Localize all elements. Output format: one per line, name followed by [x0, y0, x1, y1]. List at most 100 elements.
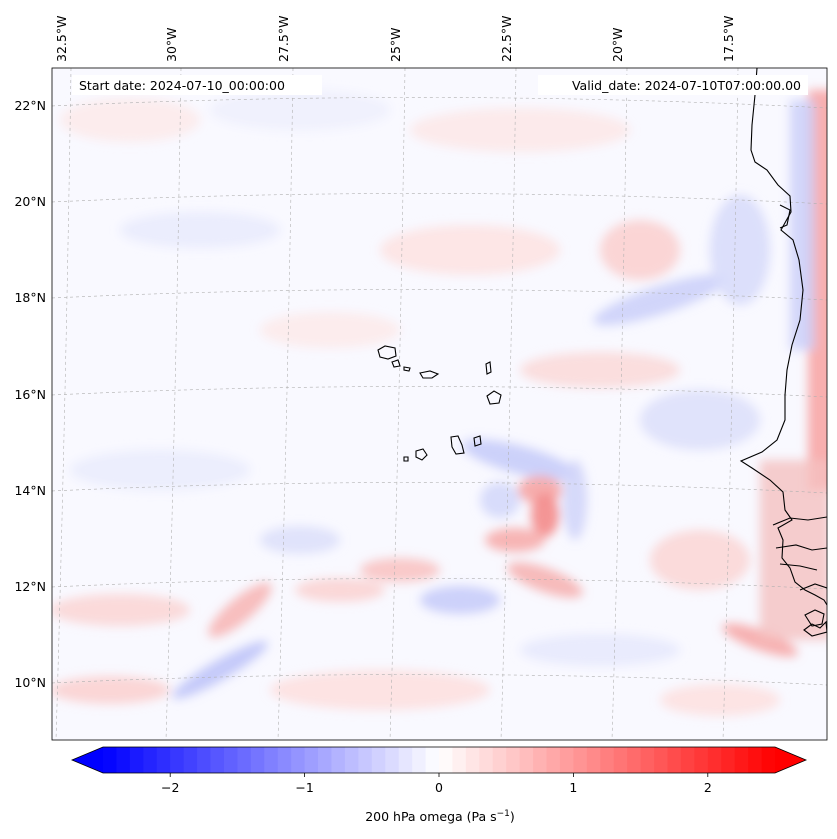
- field-patch: [420, 586, 500, 614]
- colorbar-segment: [452, 747, 467, 773]
- colorbar-tick-label: 0: [435, 780, 443, 795]
- meridian-line: [722, 68, 739, 740]
- colorbar-segment: [559, 747, 574, 773]
- field-patch: [600, 220, 680, 280]
- colorbar-segment: [116, 747, 131, 773]
- field-patch: [710, 195, 770, 305]
- longitude-label: 25°W: [388, 27, 403, 62]
- map-panel: Start date: 2024-07-10_00:00:00 Valid_da…: [51, 67, 828, 741]
- coastline-detail: [779, 563, 818, 571]
- valid-date-text: Valid_date: 2024-07-10T07:00:00.00: [572, 78, 801, 93]
- field-patch: [410, 108, 630, 152]
- coastline-detail: [772, 516, 827, 526]
- field-patch: [790, 100, 815, 350]
- colorbar-segment: [492, 747, 507, 773]
- field-patch: [650, 530, 750, 590]
- colorbar-outline: [70, 746, 808, 774]
- longitude-label: 17.5°W: [721, 16, 736, 62]
- colorbar-segment: [465, 747, 480, 773]
- map-frame: [51, 67, 828, 741]
- colorbar-segment: [573, 747, 588, 773]
- field-patch: [208, 582, 272, 638]
- field-patch: [593, 274, 727, 326]
- colorbar-segment: [103, 747, 117, 773]
- colorbar-segment: [277, 747, 292, 773]
- colorbar-segment: [707, 747, 722, 773]
- field-patch: [485, 528, 545, 552]
- colorbar-segment: [304, 747, 319, 773]
- field-patch: [210, 90, 390, 130]
- colorbar-segment: [586, 747, 601, 773]
- field-patch: [270, 670, 490, 710]
- field-patch: [260, 312, 400, 348]
- colorbar-segment: [143, 747, 158, 773]
- colorbar-label-suffix: ): [510, 809, 515, 824]
- gridlines: [52, 68, 827, 740]
- start-date-box: Start date: 2024-07-10_00:00:00: [72, 75, 322, 95]
- colorbar-min-arrow: [72, 747, 103, 773]
- colorbar-segment: [371, 747, 386, 773]
- field-patch: [360, 558, 440, 582]
- field-patch: [520, 352, 680, 388]
- longitude-label: 30°W: [164, 27, 179, 62]
- field-patch: [520, 634, 680, 666]
- island-sal: [485, 361, 492, 375]
- island-brava: [403, 456, 409, 462]
- colorbar-segment: [640, 747, 655, 773]
- latitude-label: 22°N: [14, 98, 46, 113]
- field-patch: [480, 482, 520, 518]
- colorbar-segment: [546, 747, 561, 773]
- island-santiago: [450, 435, 465, 455]
- colorbar-segment: [667, 747, 682, 773]
- colorbar-segment: [533, 747, 547, 773]
- colorbar-segment: [237, 747, 252, 773]
- colorbar-label-exponent: −1: [497, 809, 510, 819]
- colorbar-segment: [721, 747, 736, 773]
- field-patch: [60, 98, 200, 142]
- coastline-detail: [803, 620, 827, 637]
- colorbar-segment: [425, 747, 440, 773]
- colorbar-segment: [344, 747, 359, 773]
- island-fogo: [415, 448, 428, 461]
- colorbar-segment: [385, 747, 400, 773]
- latitude-label: 12°N: [14, 579, 46, 594]
- latitude-label: 18°N: [14, 290, 46, 305]
- latitude-labels: 22°N 20°N 18°N 16°N 14°N 12°N 10°N: [14, 98, 46, 690]
- colorbar: −2 −1 0 1 2 200 hPa omega (Pa s−1): [70, 746, 808, 824]
- omega-field: [52, 90, 827, 716]
- parallel-line: [52, 97, 827, 109]
- parallel-line: [52, 193, 827, 205]
- field-patch: [507, 562, 583, 598]
- parallel-line: [52, 674, 827, 686]
- coastline-detail: [799, 583, 827, 591]
- colorbar-segment: [627, 747, 641, 773]
- colorbar-segment: [613, 747, 628, 773]
- colorbar-segment: [519, 747, 534, 773]
- colorbar-segment: [183, 747, 198, 773]
- colorbar-segment: [479, 747, 494, 773]
- field-patch: [260, 526, 340, 554]
- colorbar-segment: [210, 747, 225, 773]
- colorbar-segment: [398, 747, 413, 773]
- longitude-label: 20°W: [610, 27, 625, 62]
- colorbar-segment: [358, 747, 373, 773]
- parallel-line: [52, 386, 827, 398]
- meridian-line: [500, 68, 517, 740]
- latitude-label: 10°N: [14, 675, 46, 690]
- colorbar-segment: [264, 747, 279, 773]
- field-patch: [52, 594, 190, 626]
- field-patch: [640, 390, 760, 450]
- colorbar-segment: [318, 747, 332, 773]
- colorbar-segment: [331, 747, 346, 773]
- field-patch: [760, 460, 827, 640]
- colorbar-segment: [439, 747, 453, 773]
- colorbar-tick-label: −1: [295, 780, 313, 795]
- parallel-line: [52, 482, 827, 494]
- field-patch: [380, 225, 560, 275]
- coastlines: [377, 68, 827, 637]
- meridian-line: [165, 68, 182, 740]
- coastline-detail: [775, 544, 827, 551]
- start-date-background: [72, 75, 322, 95]
- colorbar-segment: [694, 747, 709, 773]
